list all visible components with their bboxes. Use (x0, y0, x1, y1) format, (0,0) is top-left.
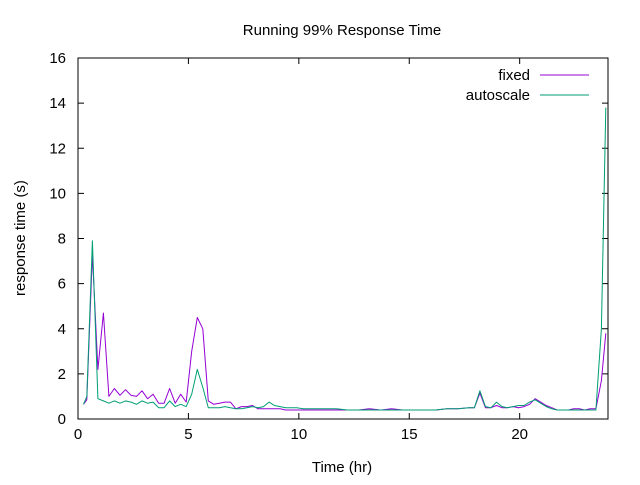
legend: fixed autoscale (466, 67, 589, 104)
x-tick-label: 5 (184, 426, 192, 443)
legend-label-autoscale: autoscale (466, 87, 530, 104)
axis-ticks: 0 5 10 15 20 0 2 4 6 8 10 12 14 16 (49, 50, 608, 443)
series-lines (83, 107, 607, 411)
y-tick-label: 4 (58, 321, 66, 338)
y-tick-label: 16 (49, 50, 66, 67)
x-tick-label: 20 (511, 426, 528, 443)
legend-label-fixed: fixed (498, 67, 530, 84)
y-tick-label: 8 (58, 231, 66, 248)
plot-frame (77, 57, 609, 420)
y-tick-label: 0 (58, 411, 66, 428)
chart-title: Running 99% Response Time (243, 22, 441, 39)
x-tick-label: 15 (401, 426, 418, 443)
y-tick-label: 14 (49, 95, 66, 112)
y-tick-label: 2 (58, 366, 66, 383)
x-tick-label: 0 (74, 426, 82, 443)
x-axis-label: Time (hr) (312, 459, 372, 476)
y-tick-label: 6 (58, 276, 66, 293)
x-tick-label: 10 (290, 426, 307, 443)
y-axis-label: response time (s) (12, 180, 29, 296)
y-tick-label: 12 (49, 140, 66, 157)
series-line-autoscale (83, 107, 607, 411)
y-tick-label: 10 (49, 185, 66, 202)
series-line-fixed (83, 253, 607, 411)
